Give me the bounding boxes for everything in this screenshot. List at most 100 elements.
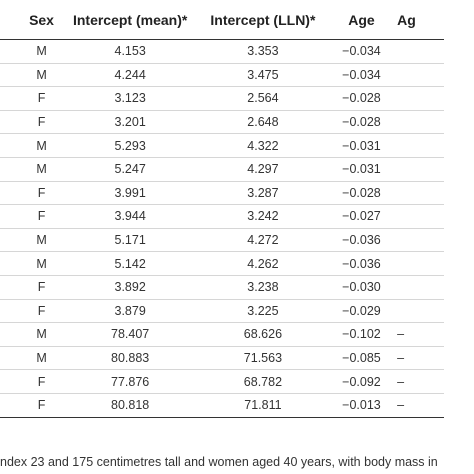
cell-intercept-lln: 71.563 (200, 346, 326, 371)
cell-age-truncated (397, 39, 444, 64)
table-row: F 3.991 3.287 −0.028 (0, 181, 444, 206)
cell-age: −0.028 (325, 110, 398, 135)
cell-age-truncated (397, 86, 444, 111)
cell-intercept-lln: 3.475 (200, 63, 326, 88)
cell-indicator (0, 110, 23, 135)
cell-indicator (0, 393, 23, 418)
table-row: F 3.879 3.225 −0.029 (0, 299, 444, 324)
table-body: M 4.153 3.353 −0.034 M 4.244 3.475 −0.034 F 3.123… (0, 39, 444, 418)
table-row: M 5.293 4.322 −0.031 (0, 133, 444, 158)
cell-intercept-mean: 80.818 (60, 393, 201, 418)
cell-intercept-mean: 3.123 (60, 86, 201, 111)
cell-intercept-mean: 4.153 (60, 39, 201, 64)
cell-sex: F (22, 181, 61, 206)
cell-age-truncated (397, 63, 444, 88)
cell-intercept-mean: 3.944 (60, 204, 201, 229)
table-row: M 5.171 4.272 −0.036 (0, 228, 444, 253)
cell-sex: M (22, 157, 61, 182)
cell-sex: F (22, 86, 61, 111)
cell-sex: F (22, 204, 61, 229)
cell-age-truncated (397, 275, 444, 300)
cell-sex: M (22, 322, 61, 347)
cell-intercept-lln: 68.626 (200, 322, 326, 347)
cell-intercept-mean: 4.244 (60, 63, 201, 88)
cell-indicator (0, 346, 23, 371)
cell-age-truncated (397, 133, 444, 158)
table-row: M 4.244 3.475 −0.034 (0, 63, 444, 88)
table-row: M 4.153 3.353 −0.034 (0, 39, 444, 64)
cell-indicator (0, 369, 23, 394)
cell-age: −0.102 (325, 322, 398, 347)
cell-intercept-lln: 4.272 (200, 228, 326, 253)
cell-sex: F (22, 369, 61, 394)
table-row: F 3.123 2.564 −0.028 (0, 86, 444, 111)
cell-intercept-mean: 80.883 (60, 346, 201, 371)
cell-sex: M (22, 346, 61, 371)
cell-age: −0.030 (325, 275, 398, 300)
cell-sex: F (22, 393, 61, 418)
cell-age-truncated (397, 299, 444, 324)
cell-indicator (0, 322, 23, 347)
table-row: M 5.142 4.262 −0.036 (0, 251, 444, 276)
table-row: F 77.876 68.782 −0.092– (0, 369, 444, 394)
cell-intercept-mean: 3.879 (60, 299, 201, 324)
cell-intercept-mean: 5.247 (60, 157, 201, 182)
cell-age-truncated (397, 251, 444, 276)
cell-age: −0.085 (325, 346, 398, 371)
table-footnote: ndex 23 and 175 centimetres tall and wom… (0, 455, 438, 469)
cell-age: −0.036 (325, 228, 398, 253)
regression-table: ator Sex Intercept (mean)* Intercept (LL… (0, 0, 444, 418)
cell-indicator (0, 181, 23, 206)
cell-sex: M (22, 63, 61, 88)
cell-indicator (0, 204, 23, 229)
cell-intercept-lln: 3.242 (200, 204, 326, 229)
cell-age: −0.013 (325, 393, 398, 418)
cell-age: −0.031 (325, 157, 398, 182)
table-row: M 78.407 68.626 −0.102– (0, 322, 444, 347)
cell-age-truncated: – (397, 393, 444, 418)
cell-sex: F (22, 299, 61, 324)
cell-indicator (0, 63, 23, 88)
header-intercept-lln: Intercept (LLN)* (200, 0, 326, 40)
cell-intercept-lln: 2.564 (200, 86, 326, 111)
cell-sex: M (22, 39, 61, 64)
cell-age-truncated: – (397, 346, 444, 371)
cell-age: −0.036 (325, 251, 398, 276)
cell-intercept-lln: 2.648 (200, 110, 326, 135)
cell-intercept-lln: 3.287 (200, 181, 326, 206)
cell-indicator (0, 86, 23, 111)
cell-sex: M (22, 228, 61, 253)
cell-intercept-mean: 3.991 (60, 181, 201, 206)
header-age: Age (325, 0, 398, 40)
cell-age: −0.034 (325, 39, 398, 64)
cell-intercept-mean: 5.142 (60, 251, 201, 276)
cell-indicator (0, 133, 23, 158)
cell-intercept-mean: 3.892 (60, 275, 201, 300)
cell-age-truncated (397, 157, 444, 182)
cell-indicator (0, 251, 23, 276)
header-sex: Sex (22, 0, 61, 40)
cell-sex: F (22, 110, 61, 135)
cell-sex: M (22, 133, 61, 158)
cell-age: −0.029 (325, 299, 398, 324)
cell-age: −0.034 (325, 63, 398, 88)
cell-indicator (0, 228, 23, 253)
cell-intercept-lln: 3.225 (200, 299, 326, 324)
cell-sex: M (22, 251, 61, 276)
header-row: ator Sex Intercept (mean)* Intercept (LL… (0, 0, 444, 40)
cell-age: −0.031 (325, 133, 398, 158)
table-row: F 3.201 2.648 −0.028 (0, 110, 444, 135)
cell-intercept-lln: 3.238 (200, 275, 326, 300)
cell-age: −0.092 (325, 369, 398, 394)
cell-intercept-mean: 3.201 (60, 110, 201, 135)
cell-indicator (0, 299, 23, 324)
cell-indicator (0, 157, 23, 182)
header-age-truncated: Ag (397, 0, 444, 40)
table-row: M 5.247 4.297 −0.031 (0, 157, 444, 182)
cell-intercept-lln: 68.782 (200, 369, 326, 394)
cell-sex: F (22, 275, 61, 300)
cell-intercept-lln: 4.322 (200, 133, 326, 158)
cell-age-truncated (397, 228, 444, 253)
table-row: F 3.944 3.242 −0.027 (0, 204, 444, 229)
